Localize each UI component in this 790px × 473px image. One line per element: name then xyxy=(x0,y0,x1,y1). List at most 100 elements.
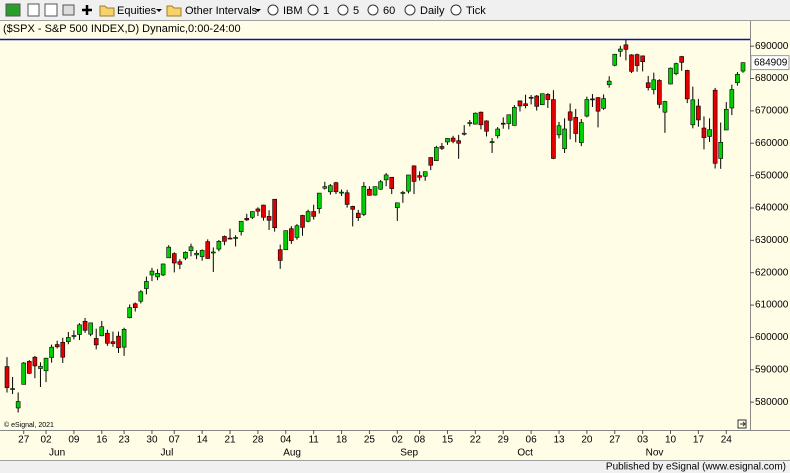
candle-body xyxy=(272,198,277,229)
candle-body xyxy=(417,175,422,178)
footer: Published by eSignal (www.esignal.com) xyxy=(606,462,786,473)
candle-body xyxy=(512,107,517,126)
candle-body xyxy=(539,93,545,106)
candle-body xyxy=(155,273,160,278)
x-tick-label: 23 xyxy=(119,435,131,446)
icon-print[interactable] xyxy=(62,4,75,16)
candle-body xyxy=(579,122,584,143)
toolbar-item[interactable]: 60 xyxy=(383,5,395,17)
candle-body xyxy=(406,174,411,192)
candle-body xyxy=(657,80,662,105)
candle-body xyxy=(54,344,60,348)
candle-body xyxy=(383,174,389,181)
candle-body xyxy=(551,99,556,159)
icon-chart[interactable] xyxy=(5,3,21,17)
icon-interval[interactable] xyxy=(337,4,349,16)
candle-body xyxy=(662,101,668,113)
chart-title: ($SPX - S&P 500 INDEX,D) Dynamic,0:00-24… xyxy=(3,23,241,35)
toolbar-item[interactable]: IBM xyxy=(283,5,303,17)
candle-body xyxy=(10,388,15,390)
candle-body xyxy=(121,329,127,348)
icon-folder[interactable] xyxy=(99,5,115,17)
candle-body xyxy=(305,211,311,222)
candle-body xyxy=(283,230,289,251)
candle-body xyxy=(82,320,88,331)
toolbar-item[interactable]: 5 xyxy=(353,5,359,17)
candle-body xyxy=(450,137,456,142)
dropdown-arrow[interactable] xyxy=(255,9,261,12)
month-label: Jul xyxy=(161,448,174,459)
credit: © eSignal, 2021 xyxy=(4,421,54,429)
candle-body xyxy=(701,127,707,139)
x-tick-label: 15 xyxy=(442,435,454,446)
candle-body xyxy=(484,120,489,132)
candle-body xyxy=(506,114,512,124)
candle-body xyxy=(205,241,211,259)
candle-body xyxy=(216,241,222,250)
candle-body xyxy=(673,63,679,74)
icon-interval[interactable] xyxy=(404,4,416,16)
toolbar-item[interactable]: Daily xyxy=(420,5,445,17)
candle-body xyxy=(88,322,93,335)
icon-interval[interactable] xyxy=(450,4,462,16)
x-tick-label: 04 xyxy=(280,435,292,446)
icon-interval[interactable] xyxy=(367,4,379,16)
candle-body xyxy=(266,216,272,221)
candle-body xyxy=(545,94,551,100)
candle-body xyxy=(729,89,735,109)
toolbar-item[interactable]: 1 xyxy=(323,5,329,17)
candle-body xyxy=(606,80,612,85)
candle-body xyxy=(618,48,623,52)
toolbar xyxy=(0,0,790,20)
icon-interval[interactable] xyxy=(267,4,279,16)
x-tick-label: 07 xyxy=(169,435,181,446)
candle-body xyxy=(679,56,684,63)
last-price-box xyxy=(750,55,790,71)
icon-interval[interactable] xyxy=(307,4,319,16)
candle-body xyxy=(428,157,434,166)
candle-body xyxy=(445,138,450,143)
candle-body xyxy=(316,192,322,209)
toolbar-item[interactable]: Tick xyxy=(466,5,486,17)
candle-body xyxy=(99,326,105,337)
candle-body xyxy=(573,117,579,134)
toolbar-item[interactable]: Other Intervals xyxy=(185,5,258,17)
candle-body xyxy=(177,261,183,265)
candle-body xyxy=(277,249,283,261)
x-tick-label: 09 xyxy=(68,435,80,446)
icon-sheet[interactable] xyxy=(27,3,40,17)
candle-body xyxy=(350,206,355,210)
scroll-icon[interactable] xyxy=(737,419,747,429)
x-tick-label: 11 xyxy=(308,435,319,446)
toolbar-icons[interactable] xyxy=(5,3,462,17)
candle-body xyxy=(127,307,132,318)
toolbar-item[interactable]: Equities xyxy=(117,5,157,17)
candle-body xyxy=(556,125,562,136)
candle-body xyxy=(110,341,116,344)
candle-body xyxy=(523,103,528,107)
status-bar xyxy=(0,460,790,473)
candle-body xyxy=(171,253,177,264)
candle-body xyxy=(132,303,138,308)
candle-body xyxy=(378,181,383,190)
candle-body xyxy=(718,141,723,159)
y-tick-label: 610000 xyxy=(755,300,789,311)
candle-body xyxy=(21,362,27,385)
candle-body xyxy=(634,54,640,66)
y-tick-label: 590000 xyxy=(755,364,789,375)
candle-body xyxy=(422,171,428,177)
candle-body xyxy=(567,111,573,121)
icon-grid[interactable] xyxy=(44,3,58,17)
icon-folder[interactable] xyxy=(166,5,182,17)
x-tick-label: 06 xyxy=(526,435,538,446)
candle-body xyxy=(595,97,601,112)
dropdown-arrow[interactable] xyxy=(156,9,162,12)
candle-body xyxy=(255,208,261,212)
y-tick-label: 640000 xyxy=(755,203,789,214)
candle-body xyxy=(361,185,367,215)
candle-body xyxy=(640,55,645,62)
candle-body xyxy=(60,341,66,358)
candle-body xyxy=(629,54,634,72)
candle-body xyxy=(27,361,32,374)
icon-add[interactable] xyxy=(82,5,92,15)
